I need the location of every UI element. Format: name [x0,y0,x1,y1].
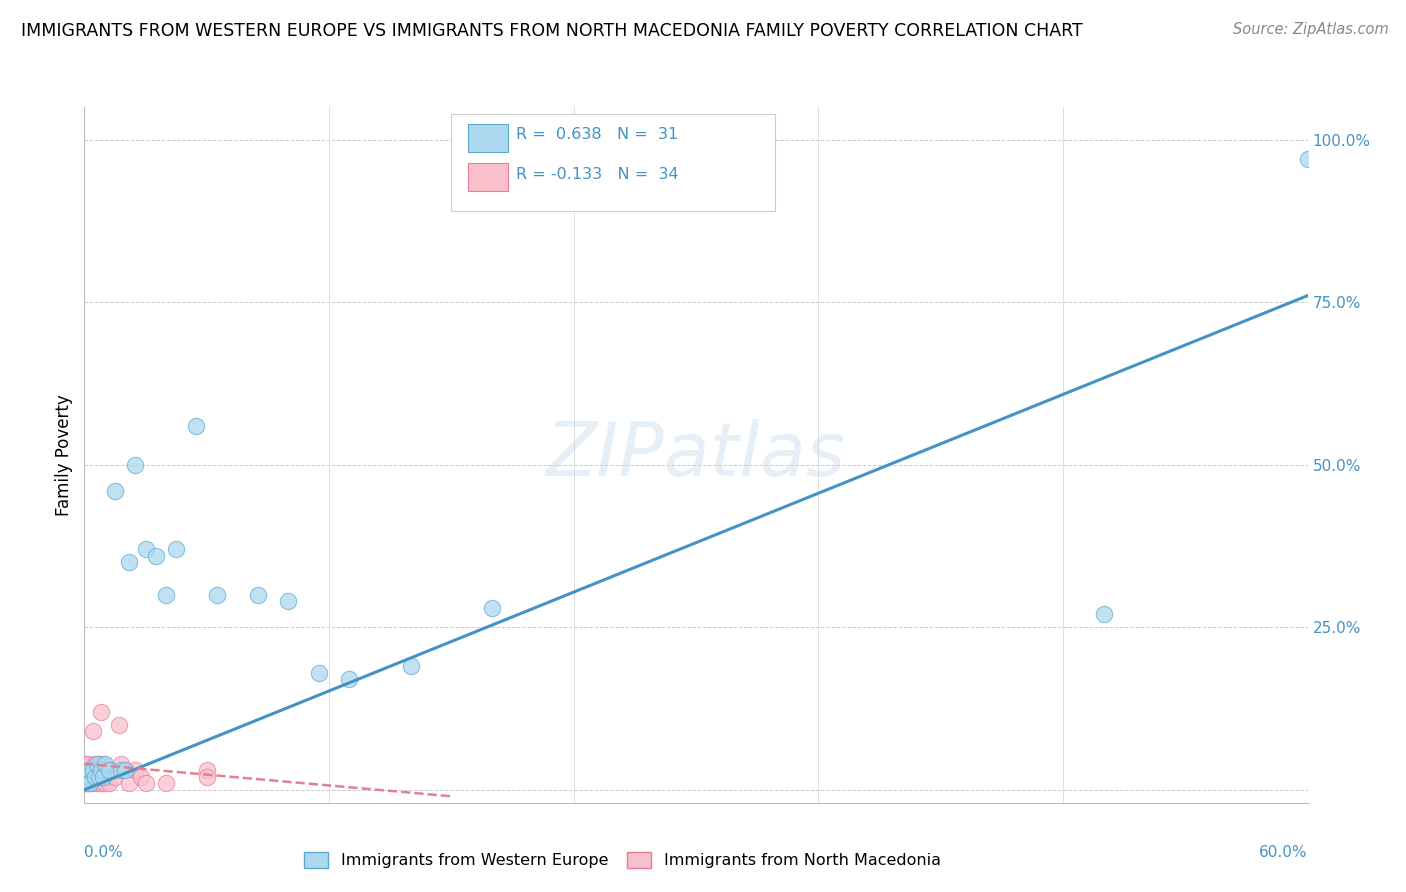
Point [79,776,101,790]
Point [77,756,100,771]
Point [97,764,120,778]
Text: R = -0.133   N =  34: R = -0.133 N = 34 [516,167,679,182]
Legend: Immigrants from Western Europe, Immigrants from North Macedonia: Immigrants from Western Europe, Immigran… [298,846,948,875]
Point [165,542,187,557]
Text: Source: ZipAtlas.com: Source: ZipAtlas.com [1233,22,1389,37]
Point [79,764,101,778]
Text: 60.0%: 60.0% [1260,845,1308,860]
Point [124,764,146,778]
Y-axis label: Family Poverty: Family Poverty [55,394,73,516]
Point [91,770,114,784]
Point [114,764,136,778]
Point [79,764,101,778]
Text: 0.0%: 0.0% [84,845,124,860]
Point [75,776,97,790]
Point [108,718,131,732]
Point [77,770,100,784]
FancyBboxPatch shape [468,124,508,152]
Point [155,776,177,790]
Point [195,770,218,784]
Point [100,764,122,778]
Point [83,770,105,784]
Point [86,764,108,778]
Point [77,776,100,790]
Point [97,776,120,790]
Point [118,776,141,790]
Point [195,764,218,778]
Point [87,756,110,771]
Point [82,764,104,778]
Point [104,483,127,498]
Point [96,770,118,784]
Point [118,555,141,569]
Text: R =  0.638   N =  31: R = 0.638 N = 31 [516,128,679,143]
Point [91,756,114,771]
Point [110,764,132,778]
Point [110,756,132,771]
Point [131,770,153,784]
Point [75,764,97,778]
Point [1092,607,1115,622]
Point [87,770,110,784]
Point [93,764,115,778]
Point [83,776,105,790]
Point [90,705,112,719]
Point [90,764,112,778]
Point [124,458,146,472]
Point [399,659,422,673]
Point [186,418,208,433]
Point [79,776,101,790]
Point [135,776,157,790]
Point [308,665,330,680]
Point [93,756,115,771]
Text: ZIPatlas: ZIPatlas [546,419,846,491]
Point [145,549,167,563]
Point [82,724,104,739]
Point [82,764,104,778]
Point [1296,152,1319,166]
Point [246,588,269,602]
Point [91,770,114,784]
Point [481,600,503,615]
Point [90,776,112,790]
Point [155,588,177,602]
Point [339,672,360,686]
Point [82,770,104,784]
Point [86,776,108,790]
FancyBboxPatch shape [468,163,508,191]
Point [83,770,105,784]
Point [87,770,110,784]
Point [93,776,115,790]
Point [277,594,299,608]
Point [90,764,112,778]
Point [104,770,127,784]
Point [135,542,157,557]
Point [205,588,228,602]
FancyBboxPatch shape [451,114,776,211]
Point [83,756,105,771]
Point [75,756,97,771]
Point [86,756,108,771]
Text: IMMIGRANTS FROM WESTERN EUROPE VS IMMIGRANTS FROM NORTH MACEDONIA FAMILY POVERTY: IMMIGRANTS FROM WESTERN EUROPE VS IMMIGR… [21,22,1083,40]
Point [75,776,97,790]
Point [77,770,100,784]
